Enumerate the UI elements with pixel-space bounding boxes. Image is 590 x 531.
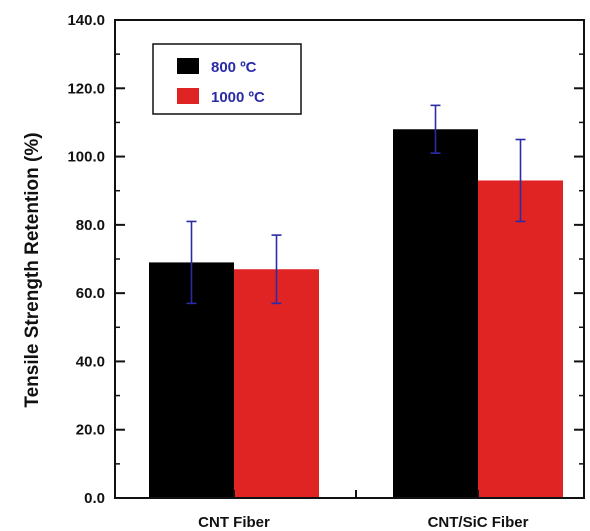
y-tick-label: 60.0 bbox=[76, 285, 105, 302]
legend: 800 ºC 1000 ºC bbox=[152, 43, 302, 115]
y-tick-label: 40.0 bbox=[76, 353, 105, 370]
y-tick-label: 80.0 bbox=[76, 217, 105, 234]
y-tick-label: 0.0 bbox=[84, 490, 105, 507]
y-tick-label: 140.0 bbox=[67, 12, 105, 29]
bar-1000c-cnt-fiber bbox=[234, 269, 319, 498]
legend-label: 1000 ºC bbox=[211, 89, 265, 106]
y-axis-title: Tensile Strength Retention (%) bbox=[22, 132, 43, 407]
error-bars-layer bbox=[186, 104, 526, 305]
bar-800c-cnt-sic-fiber bbox=[393, 129, 478, 498]
y-tick-label: 120.0 bbox=[67, 80, 105, 97]
legend-swatch bbox=[177, 88, 199, 104]
y-tick-label: 100.0 bbox=[67, 149, 105, 166]
legend-label: 800 ºC bbox=[211, 59, 257, 76]
y-tick-label: 20.0 bbox=[76, 422, 105, 439]
bars-layer bbox=[149, 129, 563, 498]
legend-swatch bbox=[177, 58, 199, 74]
x-tick-label: CNT/SiC Fiber bbox=[428, 514, 529, 531]
bar-1000c-cnt-sic-fiber bbox=[478, 180, 563, 498]
x-tick-label: CNT Fiber bbox=[198, 514, 270, 531]
axes-layer: 0.0 20.0 40.0 60.0 80.0 100.0 120.0 140.0 CNT Fi… bbox=[67, 12, 585, 531]
